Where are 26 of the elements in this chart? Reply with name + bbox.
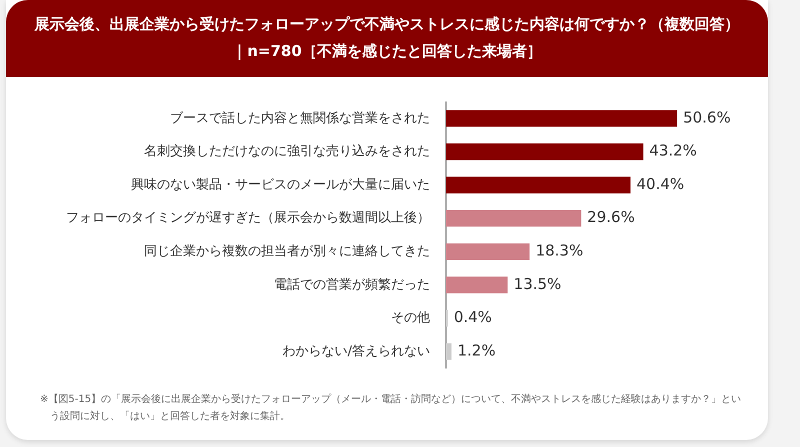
bar — [446, 143, 644, 160]
y-tick-label: 電話での営業が頻繁だった — [274, 277, 430, 292]
data-label: 1.2% — [457, 341, 496, 360]
bar — [446, 243, 530, 260]
text: ※【図5-15】の「展示会後に出展企業から受けたフォローアップ（メール・電話・訪問など）について、不満やストレスを感じた経験はありますか？」という設問に対し、「はい」と回答した者を対象に集計。 — [40, 392, 742, 424]
y-tick-label: 名刺交換しただけなのに強引な売り込みをされた — [144, 143, 430, 160]
y-tick-label: 同じ企業から複数の担当者が別々に連絡してきた — [144, 244, 430, 260]
y-tick-label: 興味のない製品・サービスのメールが大量に届いた — [131, 177, 430, 192]
data-label: 50.6% — [683, 108, 731, 126]
data-label: 40.4% — [636, 174, 684, 193]
bar — [446, 110, 678, 127]
chart-title: 展示会後、出展企業から受けたフォローアップで不満やストレスに感じた内容は何ですか？（複数回答） — [33, 14, 740, 35]
data-label: 29.6% — [587, 208, 635, 226]
bar — [446, 276, 508, 294]
bar — [446, 176, 630, 194]
y-tick-label: わからない/答えられない — [282, 344, 430, 359]
y-tick-label: ブースで話した内容と無関係な営業をされた — [170, 110, 430, 126]
data-label: 13.5% — [514, 274, 562, 293]
chart-subtitle: ｜n=780［不満を感じたと回答した来場者］ — [231, 41, 543, 62]
y-tick-label: その他 — [391, 310, 430, 326]
bar — [446, 210, 582, 227]
bar — [446, 343, 452, 360]
data-label: 43.2% — [649, 142, 697, 160]
data-label: 0.4% — [454, 308, 492, 326]
y-tick-label: フォローのタイミングが遅すぎた（展示会から数週間以上後） — [66, 210, 430, 226]
data-label: 18.3% — [536, 242, 584, 260]
